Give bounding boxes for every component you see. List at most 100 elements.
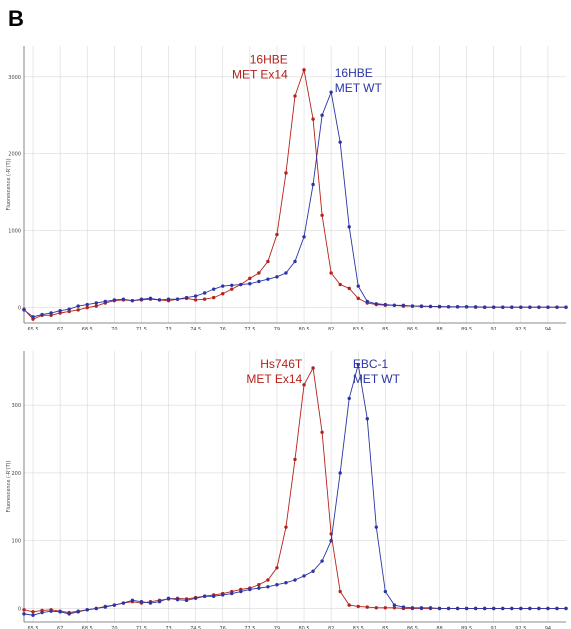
- x-tick-label: 94: [545, 327, 551, 330]
- data-point: [221, 292, 225, 296]
- data-point: [483, 606, 487, 611]
- curve-annotation: EBC-1: [353, 357, 389, 371]
- data-point: [202, 297, 207, 301]
- data-point: [446, 305, 451, 309]
- data-point: [293, 259, 297, 264]
- x-tick-label: 80.5: [298, 626, 309, 629]
- data-point: [537, 305, 541, 309]
- data-point: [546, 305, 550, 309]
- data-point: [22, 308, 26, 312]
- data-point: [329, 539, 333, 543]
- data-point: [157, 599, 162, 604]
- data-point: [320, 113, 324, 117]
- x-tick-label: 83.5: [353, 327, 364, 330]
- y-tick-label: 200: [11, 471, 21, 477]
- curve-annotation: MET WT: [353, 372, 401, 386]
- data-point: [302, 574, 306, 578]
- data-point: [492, 305, 496, 309]
- x-tick-label: 92.5: [515, 626, 526, 629]
- data-point: [419, 606, 424, 610]
- data-point: [193, 596, 198, 600]
- series-line-hs746t-met-ex14: [23, 366, 566, 613]
- data-point: [248, 587, 252, 592]
- data-point: [302, 383, 306, 387]
- data-point: [49, 609, 53, 613]
- data-point: [455, 305, 460, 309]
- data-point: [302, 235, 306, 239]
- data-point: [31, 610, 35, 614]
- data-point: [139, 599, 144, 604]
- melt-curve-chart-bottom: 65.5 67 68.5 70 71.5 73 74.5 76 77.5 79 80.5 82 83.5…: [6, 351, 568, 629]
- data-point: [437, 606, 442, 611]
- data-point: [40, 610, 44, 615]
- x-tick-label: 85: [382, 327, 388, 330]
- data-point: [76, 610, 80, 614]
- curve-annotation: MET Ex14: [232, 68, 288, 82]
- curve-annotation: MET Ex14: [246, 372, 302, 386]
- data-point: [347, 603, 351, 607]
- data-point: [428, 304, 433, 309]
- data-point: [356, 362, 360, 367]
- data-point: [230, 283, 234, 287]
- data-point: [85, 608, 89, 612]
- data-point: [293, 94, 297, 98]
- data-point: [184, 295, 189, 300]
- data-point: [338, 140, 342, 144]
- x-tick-label: 70: [111, 626, 117, 629]
- y-tick-label: 1000: [8, 229, 21, 235]
- data-point: [365, 605, 369, 609]
- data-point: [392, 603, 397, 607]
- data-point: [266, 578, 270, 582]
- x-tick-label: 73: [165, 327, 171, 330]
- x-tick-label: 82: [328, 327, 334, 330]
- data-point: [166, 297, 171, 301]
- data-point: [284, 271, 288, 275]
- data-point: [175, 597, 180, 602]
- data-point: [464, 305, 469, 309]
- x-tick-label: 89.5: [461, 327, 472, 330]
- data-point: [257, 279, 261, 284]
- x-tick-label: 76: [220, 626, 226, 629]
- melt-curve-chart-top: 65.5 67 68.5 70 71.5 73 74.5 76 77.5 79 80.5 82 83.5…: [6, 46, 568, 330]
- x-tick-label: 83.5: [353, 626, 364, 629]
- data-point: [293, 457, 297, 462]
- data-point: [58, 610, 62, 614]
- data-point: [356, 604, 360, 609]
- data-point: [473, 606, 478, 611]
- x-tick-label: 77.5: [244, 327, 255, 330]
- data-point: [230, 287, 234, 291]
- y-axis-title: Fluorescence (-R'(T)): [6, 158, 12, 210]
- data-point: [40, 312, 44, 317]
- data-point: [510, 606, 514, 611]
- x-tick-label: 77.5: [244, 626, 255, 629]
- x-tick-label: 74.5: [190, 327, 201, 330]
- data-point: [257, 586, 261, 590]
- data-point: [519, 606, 523, 611]
- data-point: [148, 601, 153, 605]
- data-point: [546, 606, 550, 611]
- curve-annotation: Hs746T: [260, 357, 303, 371]
- y-tick-label: 0: [18, 606, 21, 612]
- data-point: [257, 271, 261, 275]
- data-point: [103, 605, 108, 609]
- data-point: [94, 301, 98, 305]
- data-point: [302, 68, 306, 72]
- data-point: [67, 307, 71, 311]
- x-tick-label: 71.5: [136, 327, 147, 330]
- data-point: [528, 305, 532, 309]
- data-point: [212, 287, 216, 291]
- x-tick-label: 92.5: [515, 327, 526, 330]
- panel-label: B: [8, 6, 24, 31]
- data-point: [275, 566, 279, 570]
- data-point: [365, 299, 369, 304]
- data-point: [374, 606, 378, 610]
- data-point: [103, 299, 108, 304]
- data-point: [76, 304, 80, 308]
- data-point: [519, 305, 523, 309]
- data-point: [428, 606, 433, 610]
- x-tick-label: 76: [220, 327, 226, 330]
- data-point: [537, 606, 541, 611]
- data-point: [284, 581, 288, 585]
- data-point: [166, 596, 171, 600]
- data-point: [383, 589, 388, 594]
